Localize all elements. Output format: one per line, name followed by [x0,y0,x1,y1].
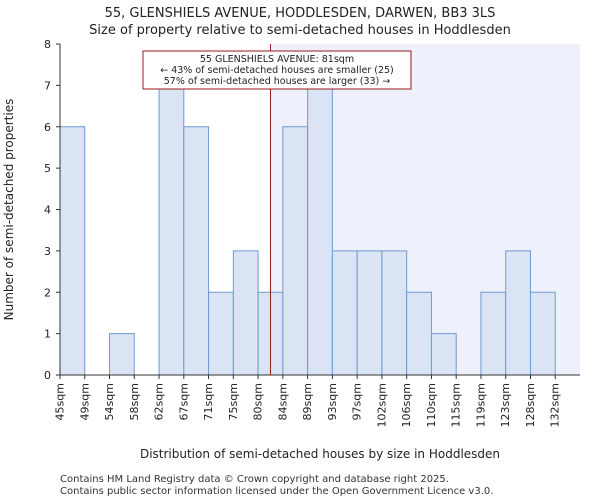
x-tick-label-54sqm: 54sqm [103,383,116,420]
annotation-box [142,50,412,90]
bar-123sqm [505,250,531,376]
x-tick-label-58sqm: 58sqm [128,383,141,420]
bar-89sqm [307,84,333,376]
x-tick-label-110sqm: 110sqm [425,383,438,427]
x-tick-label-67sqm: 67sqm [177,383,190,420]
x-tick-label-128sqm: 128sqm [524,383,537,427]
annotation-line-2: ← 43% of semi-detached houses are smalle… [160,65,394,76]
x-tick-label-106sqm: 106sqm [400,383,413,427]
annotation-line-1: 55 GLENSHIELS AVENUE: 81sqm [200,54,354,65]
bar-75sqm [232,250,259,376]
x-tick-label-123sqm: 123sqm [499,383,512,427]
x-tick-label-45sqm: 45sqm [54,383,67,420]
y-tick-label-0: 0 [44,369,51,382]
chart-title: 55, GLENSHIELS AVENUE, HODDLESDEN, DARWE… [104,6,496,21]
x-axis-label: Distribution of semi-detached houses by … [140,447,500,461]
annotation-line-3: 57% of semi-detached houses are larger (… [164,76,391,87]
bar-67sqm [183,126,210,376]
x-tick-label-89sqm: 89sqm [301,383,314,420]
y-axis-label: Number of semi-detached properties [2,99,16,321]
y-tick-label-5: 5 [44,162,51,175]
bar-97sqm [356,250,383,376]
y-tick-label-2: 2 [44,286,51,299]
bar-110sqm [430,333,457,376]
x-tick-label-102sqm: 102sqm [375,383,388,427]
x-tick-label-71sqm: 71sqm [202,383,215,420]
bar-128sqm [529,291,556,376]
bar-71sqm [208,291,234,376]
x-tick-label-49sqm: 49sqm [78,383,91,420]
bar-54sqm [109,333,135,376]
footer-line-1: Contains HM Land Registry data © Crown c… [60,474,449,485]
x-tick-label-80sqm: 80sqm [252,383,265,420]
chart-subtitle: Size of property relative to semi-detach… [89,23,511,38]
x-tick-label-75sqm: 75sqm [227,383,240,420]
y-tick-label-3: 3 [44,245,51,258]
bar-84sqm [282,126,309,376]
x-tick-label-132sqm: 132sqm [549,383,562,427]
x-tick-label-119sqm: 119sqm [474,383,487,427]
y-tick-label-4: 4 [44,204,51,217]
bar-45sqm [59,126,86,376]
x-tick-label-97sqm: 97sqm [351,383,364,420]
x-tick-label-93sqm: 93sqm [326,383,339,420]
x-tick-label-115sqm: 115sqm [450,383,463,427]
bar-102sqm [381,250,408,376]
x-tick-label-84sqm: 84sqm [276,383,289,420]
bar-106sqm [406,291,432,376]
bar-119sqm [480,291,507,376]
y-tick-label-8: 8 [44,38,51,51]
y-tick-label-7: 7 [44,79,51,92]
y-tick-label-6: 6 [44,121,51,134]
y-tick-label-1: 1 [44,328,51,341]
bar-93sqm [331,250,358,376]
footer-line-2: Contains public sector information licen… [60,486,494,497]
x-tick-label-62sqm: 62sqm [153,383,166,420]
bar-62sqm [158,84,185,376]
